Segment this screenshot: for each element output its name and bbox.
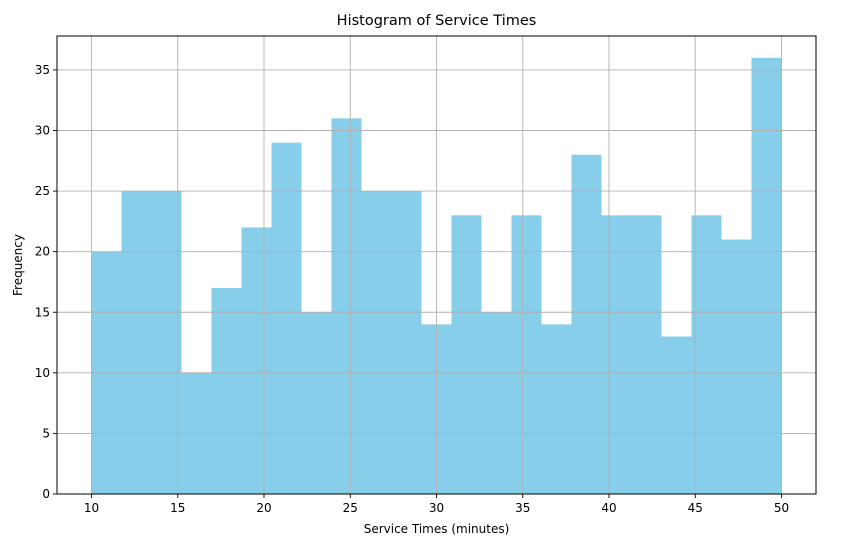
histogram-bar — [571, 154, 602, 495]
x-tick-label: 20 — [256, 501, 271, 515]
chart-title: Histogram of Service Times — [337, 13, 537, 29]
y-axis-label: Frequency — [11, 234, 25, 296]
histogram-bar — [451, 215, 482, 494]
x-tick-label: 45 — [688, 501, 703, 515]
histogram-bar — [661, 336, 692, 494]
histogram-bar — [391, 191, 422, 494]
y-tick-label: 10 — [35, 366, 50, 380]
histogram-bar — [361, 191, 392, 494]
histogram-bar — [151, 191, 182, 494]
x-tick-label: 25 — [343, 501, 358, 515]
histogram-bar — [511, 215, 542, 494]
x-tick-label: 30 — [429, 501, 444, 515]
histogram-bar — [331, 118, 362, 494]
x-tick-label: 15 — [170, 501, 185, 515]
x-tick-label: 40 — [601, 501, 616, 515]
histogram-bar — [121, 191, 152, 494]
histogram-bar — [541, 324, 572, 494]
bars-layer — [91, 57, 782, 495]
histogram-bar — [301, 312, 332, 494]
y-axis-ticks: 0 5 10 15 20 25 30 35 — [35, 63, 57, 501]
y-tick-label: 35 — [35, 63, 50, 77]
x-tick-label: 10 — [84, 501, 99, 515]
y-tick-label: 5 — [42, 426, 50, 440]
histogram-bar — [721, 239, 752, 494]
histogram-bar — [631, 215, 662, 494]
x-axis-label: Service Times (minutes) — [364, 522, 510, 536]
histogram-bar — [241, 227, 272, 494]
y-tick-label: 0 — [42, 487, 50, 501]
histogram-bar — [481, 312, 512, 494]
histogram-bar — [211, 288, 242, 494]
y-tick-label: 20 — [35, 245, 50, 259]
grid-overlay — [57, 36, 816, 495]
x-tick-label: 50 — [774, 501, 789, 515]
histogram-bar — [751, 57, 782, 495]
histogram-bar — [271, 142, 302, 495]
y-tick-label: 30 — [35, 124, 50, 138]
histogram-bar — [601, 215, 632, 494]
x-tick-label: 35 — [515, 501, 530, 515]
histogram-bar — [691, 215, 722, 494]
y-tick-label: 25 — [35, 184, 50, 198]
x-axis-ticks: 10 15 20 25 30 35 40 45 50 — [84, 494, 789, 515]
y-tick-label: 15 — [35, 305, 50, 319]
